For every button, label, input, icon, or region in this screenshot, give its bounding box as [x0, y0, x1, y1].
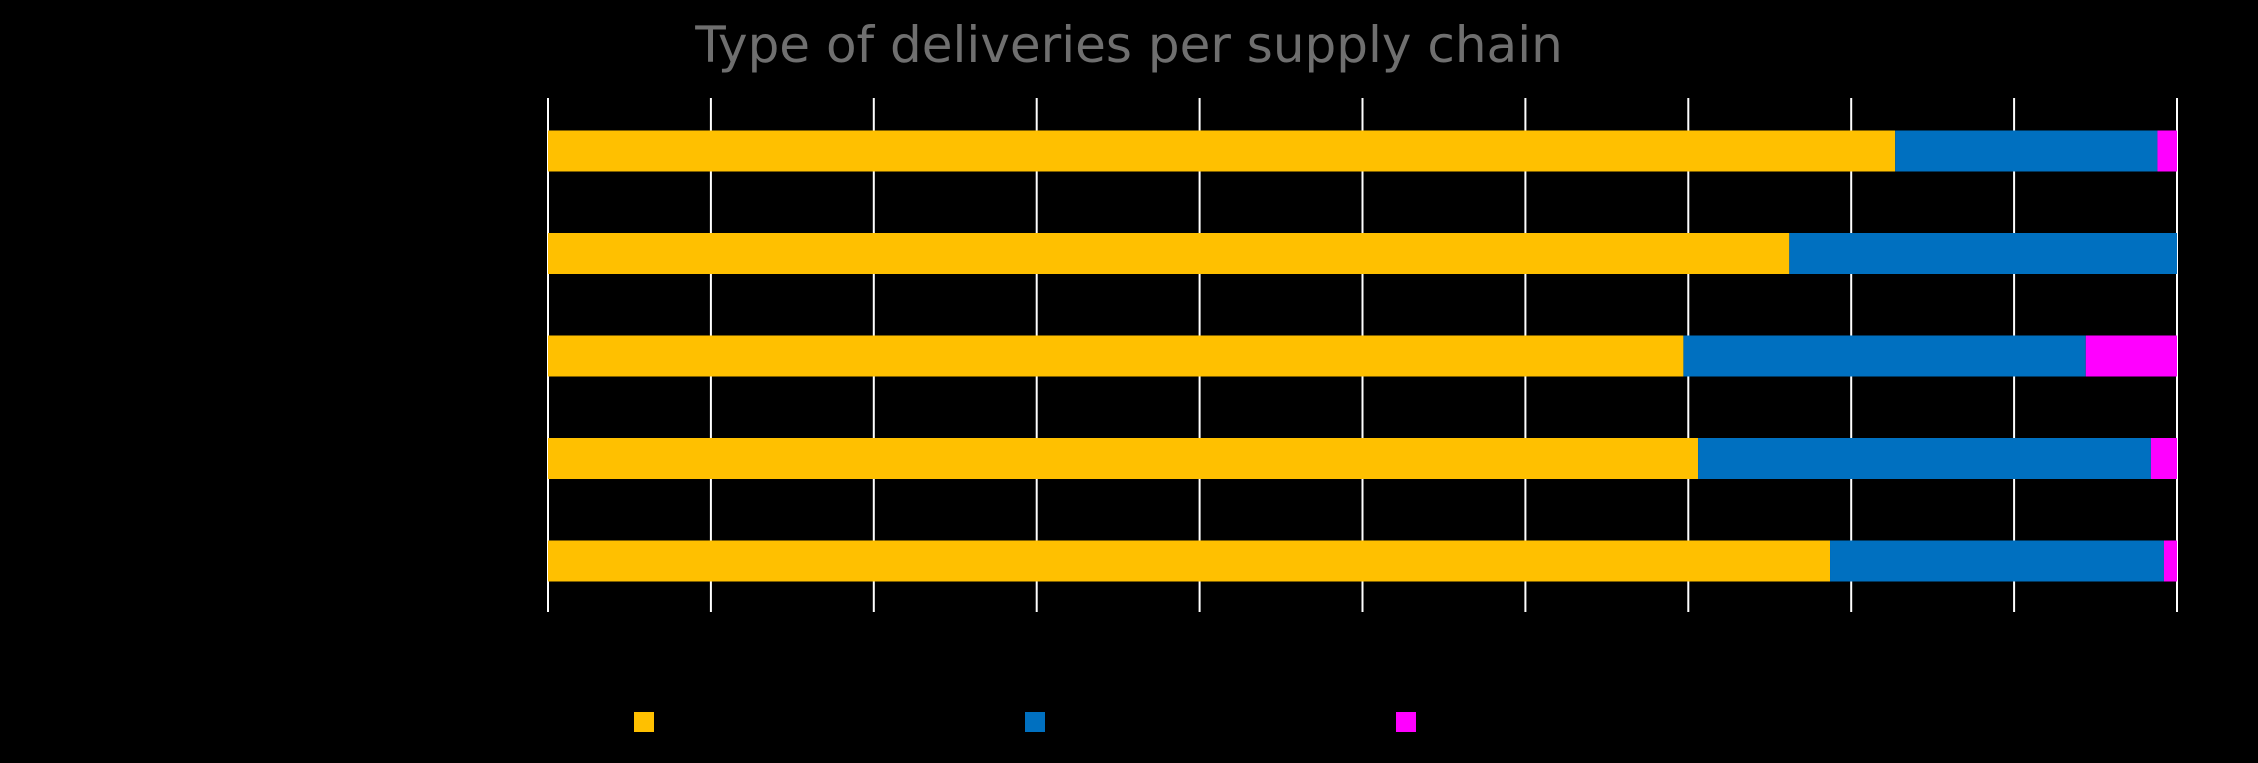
x-tick-label: 30%	[1012, 627, 1061, 652]
chart-title: Type of deliveries per supply chain	[694, 16, 1563, 74]
bar-segment-1-3	[2157, 130, 2177, 172]
bar-segment-2-2	[1789, 233, 2177, 274]
bar-segments	[548, 130, 2177, 582]
category-label: Supply chain 4	[355, 445, 532, 473]
legend: Delivery type A Delivery type B Delivery t…	[634, 708, 1613, 736]
category-label: Supply chain 3	[355, 342, 532, 370]
x-tick-label: 20%	[849, 627, 898, 652]
bar-segment-3-2	[1683, 335, 2086, 377]
bar-segment-5-2	[1830, 540, 2164, 582]
x-tick-label: 50%	[1338, 627, 1387, 652]
category-label: Supply chain 2	[355, 240, 532, 268]
legend-label: Delivery type B	[1057, 708, 1242, 736]
bar-segment-4-1	[548, 438, 1699, 479]
y-axis-category-labels: Supply chain 1 Supply chain 2 Supply chain…	[355, 137, 532, 575]
bar-segment-5-1	[548, 540, 1831, 582]
bar-segment-1-2	[1895, 130, 2158, 172]
x-tick-label: 60%	[1501, 627, 1550, 652]
x-axis-tick-labels: 0% 10% 20% 30% 40% 50% 60% 70% 80% 90% 100%	[531, 627, 2209, 652]
x-tick-label: 100%	[2146, 627, 2209, 652]
bar-segment-3-3	[2085, 335, 2177, 377]
legend-label: Delivery type C	[1428, 708, 1613, 736]
legend-swatch	[1025, 712, 1045, 732]
bar-segment-2-1	[548, 233, 1790, 274]
x-tick-label: 40%	[1175, 627, 1224, 652]
bar-segment-4-2	[1698, 438, 2151, 479]
bar-segment-3-1	[548, 335, 1684, 377]
x-tick-label: 10%	[686, 627, 735, 652]
legend-swatch	[634, 712, 654, 732]
x-tick-label: 90%	[1990, 627, 2039, 652]
bar-segment-4-3	[2150, 438, 2177, 479]
legend-swatch	[1396, 712, 1416, 732]
category-label: Supply chain 1	[355, 137, 532, 165]
category-label: Supply chain 5	[355, 547, 532, 575]
bar-segment-5-3	[2163, 540, 2177, 582]
x-tick-label: 0%	[531, 627, 566, 652]
x-tick-label: 80%	[1827, 627, 1876, 652]
x-tick-label: 70%	[1664, 627, 1713, 652]
bar-segment-1-1	[548, 130, 1896, 172]
legend-label: Delivery type A	[666, 708, 851, 736]
